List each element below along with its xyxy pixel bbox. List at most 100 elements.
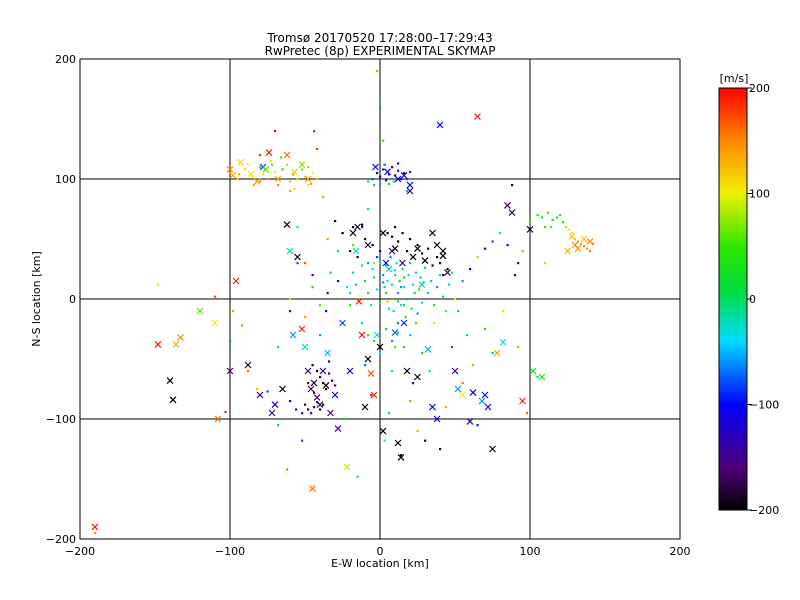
cross-point (409, 253, 417, 261)
dot-point (266, 390, 269, 393)
cross-point (382, 259, 390, 267)
cross-point (394, 175, 402, 183)
dot-point (395, 262, 398, 265)
dot-point (476, 256, 479, 259)
axis-ticks: −200 −100 0 100 200 −200 −100 0 100 200 (46, 53, 691, 558)
dot-point (386, 232, 389, 235)
dot-point (424, 266, 427, 269)
dot-point (551, 218, 554, 221)
cross-point (489, 445, 496, 453)
dot-point (286, 468, 289, 471)
dot-point (253, 184, 256, 187)
cross-point (439, 247, 447, 255)
cross-point (214, 415, 222, 423)
dot-point (301, 168, 304, 171)
cross-point (310, 379, 318, 387)
cross-point (424, 345, 432, 353)
dot-point (383, 286, 386, 289)
cross-point (372, 163, 379, 171)
dot-point (541, 216, 544, 219)
dot-point (428, 370, 431, 373)
dot-point (352, 244, 355, 247)
dot-point (442, 295, 445, 298)
dot-point (388, 307, 391, 310)
cross-point (504, 201, 511, 209)
cross-point (391, 329, 399, 337)
dot-point (409, 170, 412, 173)
x-axis-label: E-W location [km] (331, 557, 429, 570)
dot-point (445, 310, 448, 313)
dot-point (289, 190, 292, 193)
cross-point (324, 349, 331, 357)
dot-point (293, 187, 296, 190)
dot-point (373, 276, 376, 279)
dot-point (421, 301, 424, 304)
cross-point (433, 415, 441, 423)
cross-point (91, 523, 99, 531)
dot-point (397, 331, 400, 334)
dot-point (388, 173, 391, 176)
dot-point (319, 408, 322, 411)
dot-point (373, 262, 376, 265)
dot-point (406, 178, 409, 181)
dot-point (466, 334, 469, 337)
dot-point (433, 322, 436, 325)
dot-point (328, 360, 331, 363)
dot-point (398, 280, 401, 283)
cross-point (400, 171, 408, 179)
colorbar-tick-label: 0 (749, 293, 756, 306)
cross-point (226, 165, 234, 173)
cross-point (499, 338, 507, 346)
cross-point (265, 149, 273, 157)
dot-point (556, 216, 559, 219)
cross-point (262, 165, 270, 173)
dot-point (394, 274, 397, 277)
dot-point (389, 256, 392, 259)
dot-point (349, 292, 352, 295)
dot-point (400, 304, 403, 307)
dot-point (319, 334, 322, 337)
y-tick-label: 0 (69, 293, 76, 306)
dot-point (296, 178, 299, 181)
dot-point (224, 410, 227, 413)
dot-point (364, 238, 367, 241)
dot-point (406, 298, 409, 301)
dot-point (385, 292, 388, 295)
dot-point (361, 226, 364, 229)
dot-point (289, 298, 292, 301)
dot-point (403, 346, 406, 349)
dot-point (526, 412, 529, 415)
colorbar-ticks: 200 100 0 −100 −200 (747, 82, 779, 517)
cross-point (304, 175, 312, 183)
dot-point (547, 211, 550, 214)
cross-point (459, 391, 466, 399)
dot-point (274, 130, 277, 133)
cross-point (327, 409, 334, 417)
cross-point (481, 391, 489, 399)
dot-point (382, 281, 385, 284)
dot-point (476, 424, 479, 427)
dot-point (421, 252, 424, 255)
dot-point (241, 324, 244, 327)
cross-point (379, 427, 387, 435)
dot-point (491, 240, 494, 243)
cross-point (316, 401, 324, 409)
dot-point (367, 262, 370, 265)
cross-point (367, 369, 375, 377)
colorbar: [m/s] 200 100 0 −100 −200 (718, 72, 779, 517)
dot-point (311, 364, 314, 367)
dot-point (322, 403, 325, 406)
dot-point (364, 280, 367, 283)
dot-point (416, 244, 419, 247)
dot-point (397, 169, 400, 172)
dot-point (409, 334, 412, 337)
dot-point (391, 283, 394, 286)
dot-point (461, 382, 464, 385)
dot-point (346, 286, 349, 289)
dot-point (313, 130, 316, 133)
x-tick-label: −100 (215, 545, 245, 558)
dot-point (448, 283, 451, 286)
dot-point (451, 346, 454, 349)
dot-point (506, 244, 509, 247)
cross-point (379, 229, 387, 237)
